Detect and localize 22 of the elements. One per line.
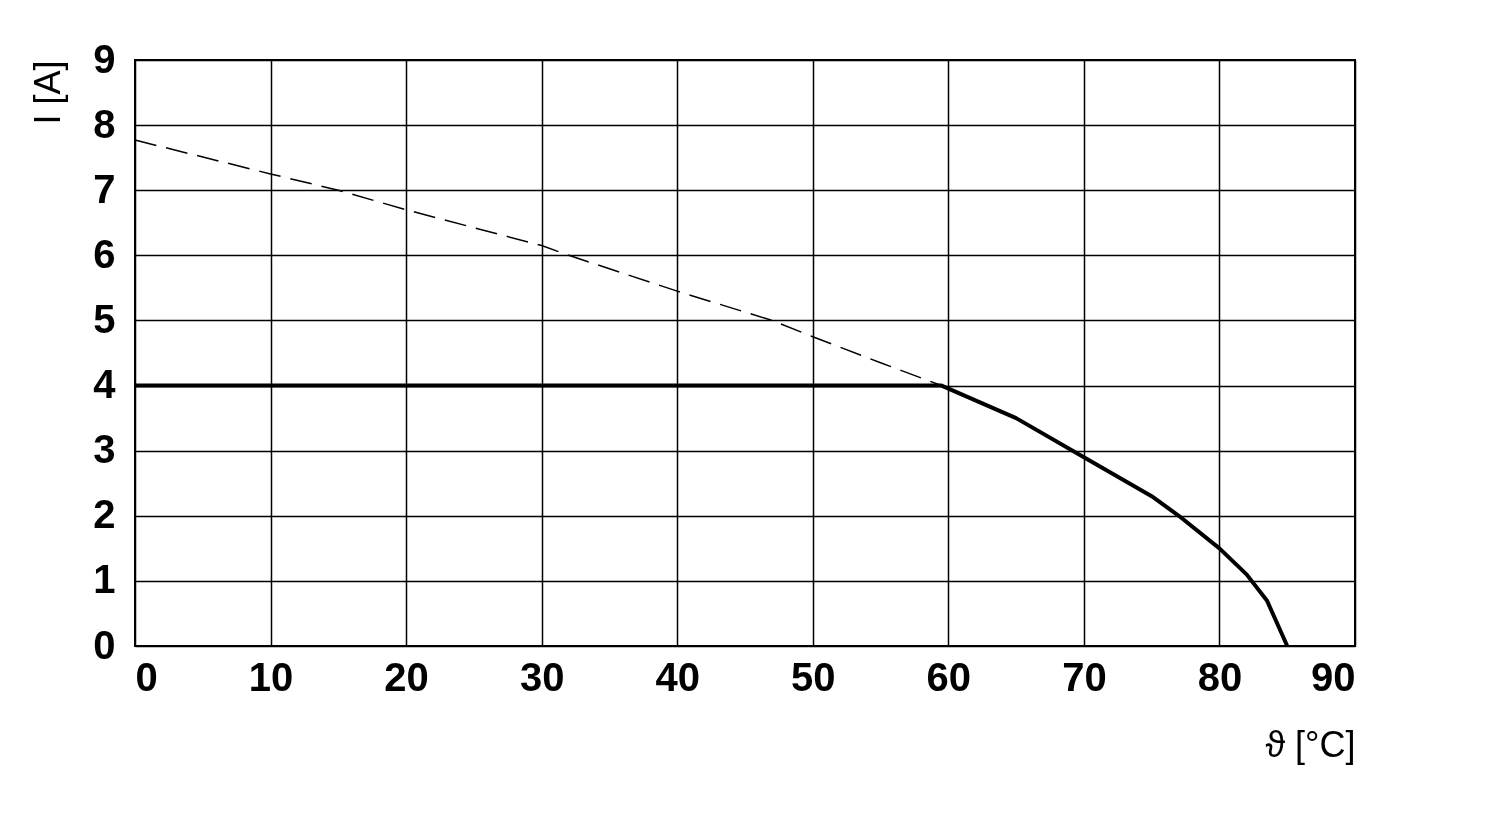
y-axis-title: I [A] bbox=[27, 60, 69, 125]
y-tick-label: 0 bbox=[93, 622, 116, 667]
y-tick-label: 5 bbox=[93, 296, 116, 341]
y-tick-label: 4 bbox=[93, 362, 117, 407]
y-tick-label: 8 bbox=[93, 101, 116, 146]
x-axis-title: ϑ [°C] bbox=[1265, 723, 1356, 765]
x-tick-label: 50 bbox=[791, 654, 836, 699]
x-tick-label: 0 bbox=[135, 654, 158, 699]
x-tick-label: 70 bbox=[1062, 654, 1107, 699]
x-tick-label: 30 bbox=[519, 654, 565, 699]
y-tick-label: 3 bbox=[93, 427, 116, 472]
x-tick-label: 40 bbox=[655, 654, 700, 699]
y-tick-label: 7 bbox=[93, 166, 116, 211]
y-tick-label: 1 bbox=[93, 557, 116, 602]
y-tick-label: 2 bbox=[93, 492, 116, 537]
x-tick-label: 60 bbox=[926, 654, 972, 699]
x-tick-label: 20 bbox=[384, 654, 429, 699]
x-tick-label: 10 bbox=[248, 654, 294, 699]
x-tick-label: 90 bbox=[1311, 654, 1356, 699]
y-tick-label: 6 bbox=[93, 231, 116, 276]
y-tick-label: 9 bbox=[93, 36, 116, 81]
x-tick-label: 80 bbox=[1197, 654, 1243, 699]
